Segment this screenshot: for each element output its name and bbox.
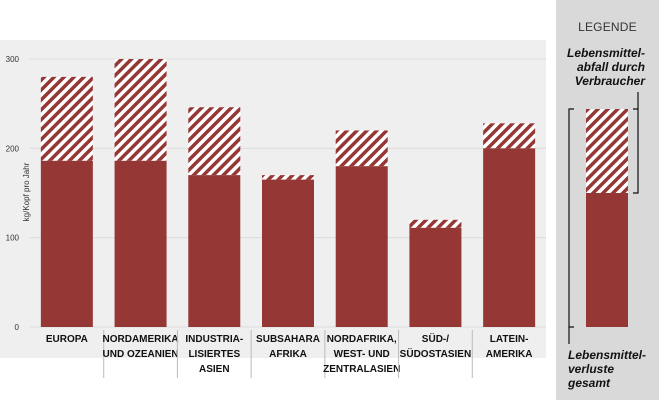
category-label: EUROPA (46, 334, 88, 345)
category-label: ZENTRALASIEN (323, 364, 400, 375)
category-label: LATEIN- (490, 334, 529, 345)
category-label: INDUSTRIA- (185, 334, 243, 345)
category-label: LISIERTES (188, 349, 240, 360)
bar-consumer-waste (40, 76, 93, 161)
bar-total-loss (483, 148, 536, 327)
category-labels: EUROPA NORDAMERIKA UND OZEANIEN INDUSTRIA- L… (46, 330, 533, 378)
bar-total-loss (188, 175, 241, 327)
legend-bottom-line: gesamt (568, 376, 611, 390)
legend-bottom-line: Lebensmittel- (568, 348, 647, 362)
bar-consumer-waste (409, 219, 462, 228)
legend-top-line: Verbraucher (574, 74, 645, 88)
category-label: AFRIKA (269, 349, 307, 360)
legend-bracket-bottom (568, 108, 574, 328)
y-axis-label: kg/Kopf pro Jahr (22, 162, 31, 221)
legend-swatch-solid (586, 193, 628, 327)
y-axis-ticks: 0 100 200 300 (6, 55, 20, 332)
category-label: ASIEN (199, 364, 230, 375)
legend-bottom-line: verluste (568, 362, 615, 376)
bar-consumer-waste (335, 130, 388, 167)
legend-graphic (568, 92, 639, 344)
bar-total-loss (335, 166, 388, 327)
category-label: SUBSAHARA (256, 334, 320, 345)
bar-consumer-waste (262, 175, 314, 180)
bar-total-loss (40, 160, 93, 327)
legend-top-line: abfall durch (576, 60, 645, 74)
legend-total-loss-label: Lebensmittel- verluste gesamt (568, 348, 646, 390)
bar-total-loss (262, 179, 314, 327)
category-label: SÜDOSTASIEN (400, 347, 472, 360)
category-label: NORDAMERIKA (103, 334, 179, 345)
y-tick-label: 0 (15, 323, 20, 332)
bar-total-loss (114, 160, 167, 327)
bar-total-loss (409, 227, 462, 327)
legend-title: LEGENDE (578, 20, 637, 34)
legend-swatch-hatched (586, 109, 628, 193)
category-label: UND OZEANIEN (103, 349, 179, 360)
y-tick-label: 100 (6, 234, 20, 243)
chart-area: 0 100 200 300 EUROPA NORDAMERIKA UND OZEANIEN… (6, 55, 546, 378)
legend-consumer-waste-label: Lebensmittel- abfall durch Verbraucher (567, 46, 645, 88)
bar-consumer-waste (188, 107, 241, 176)
legend-panel: LEGENDE Lebensmittel- abfall durch Verbr… (556, 0, 659, 400)
category-label: AMERIKA (486, 349, 533, 360)
legend-bracket-top (633, 108, 639, 194)
y-tick-label: 200 (6, 144, 20, 153)
category-label: NORDAFRIKA, (327, 334, 397, 345)
category-label: SÜD-/ (422, 332, 449, 345)
bar-consumer-waste (483, 123, 536, 149)
bars (40, 59, 536, 327)
legend-top-line: Lebensmittel- (566, 46, 645, 60)
bar-consumer-waste (114, 59, 167, 161)
y-tick-label: 300 (6, 55, 20, 64)
category-label: WEST- UND (334, 349, 390, 360)
